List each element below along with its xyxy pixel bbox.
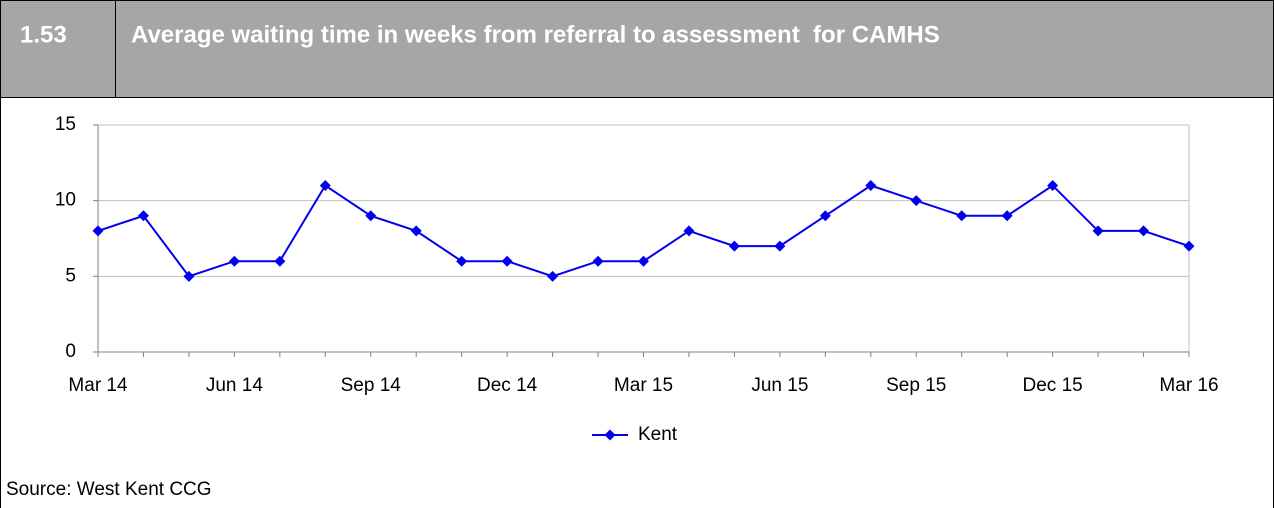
header-band xyxy=(0,0,1274,98)
x-tick-label: Mar 14 xyxy=(68,375,128,396)
x-tick-label: Sep 14 xyxy=(341,375,402,396)
x-tick-label: Jun 15 xyxy=(751,375,808,396)
data-point xyxy=(592,255,604,267)
chart-number: 1.53 xyxy=(20,21,67,48)
data-point xyxy=(774,240,786,252)
y-tick-label: 15 xyxy=(55,114,76,135)
data-point xyxy=(410,225,422,237)
data-point xyxy=(1183,240,1195,252)
data-point xyxy=(638,255,649,267)
y-tick-label: 5 xyxy=(65,265,76,286)
x-tick-label: Mar 15 xyxy=(614,375,673,396)
data-point xyxy=(319,180,331,192)
data-point xyxy=(92,225,104,237)
data-point xyxy=(137,210,149,222)
data-point xyxy=(1047,180,1059,192)
legend-label: Kent xyxy=(638,424,678,445)
y-tick-label: 10 xyxy=(55,190,76,211)
data-point xyxy=(228,255,240,267)
x-tick-label: Dec 14 xyxy=(477,375,538,396)
data-point xyxy=(910,195,922,207)
data-point xyxy=(1092,225,1104,237)
data-point xyxy=(819,210,831,222)
data-point xyxy=(547,270,559,282)
y-tick-label: 0 xyxy=(65,341,76,362)
data-point xyxy=(501,255,513,267)
data-point xyxy=(456,255,468,267)
data-point xyxy=(365,210,377,222)
x-tick-label: Sep 15 xyxy=(886,375,946,396)
x-tick-label: Dec 15 xyxy=(1023,375,1083,396)
chart-title: Average waiting time in weeks from refer… xyxy=(131,21,940,48)
x-tick-label: Mar 16 xyxy=(1159,375,1218,396)
legend-marker xyxy=(604,429,616,441)
data-point xyxy=(865,180,877,192)
source-note: Source: West Kent CCG xyxy=(6,479,212,500)
x-tick-label: Jun 14 xyxy=(206,375,263,396)
data-point xyxy=(956,210,968,222)
data-point xyxy=(728,240,740,252)
data-point xyxy=(1001,210,1013,222)
data-point xyxy=(274,255,286,267)
data-point xyxy=(683,225,695,237)
data-point xyxy=(1138,225,1150,237)
data-point xyxy=(183,270,195,282)
